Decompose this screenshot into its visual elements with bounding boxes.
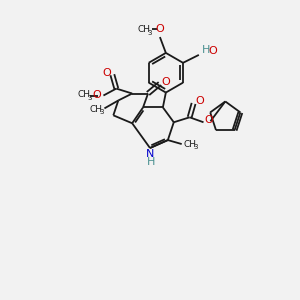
Text: 3: 3 [87,95,92,101]
Text: O: O [102,68,111,78]
Text: O: O [155,24,164,34]
Text: 3: 3 [99,110,104,116]
Text: O: O [195,97,204,106]
Text: O: O [161,76,170,87]
Text: H: H [202,45,210,55]
Text: CH: CH [89,105,102,114]
Text: CH: CH [183,140,196,148]
Text: O: O [209,46,218,56]
Text: CH: CH [77,90,90,99]
Text: O: O [204,115,213,125]
Text: O: O [92,89,101,100]
Text: N: N [146,149,154,159]
Text: 3: 3 [148,30,152,36]
Text: H: H [147,157,155,167]
Text: CH: CH [138,25,151,34]
Text: 3: 3 [193,144,198,150]
